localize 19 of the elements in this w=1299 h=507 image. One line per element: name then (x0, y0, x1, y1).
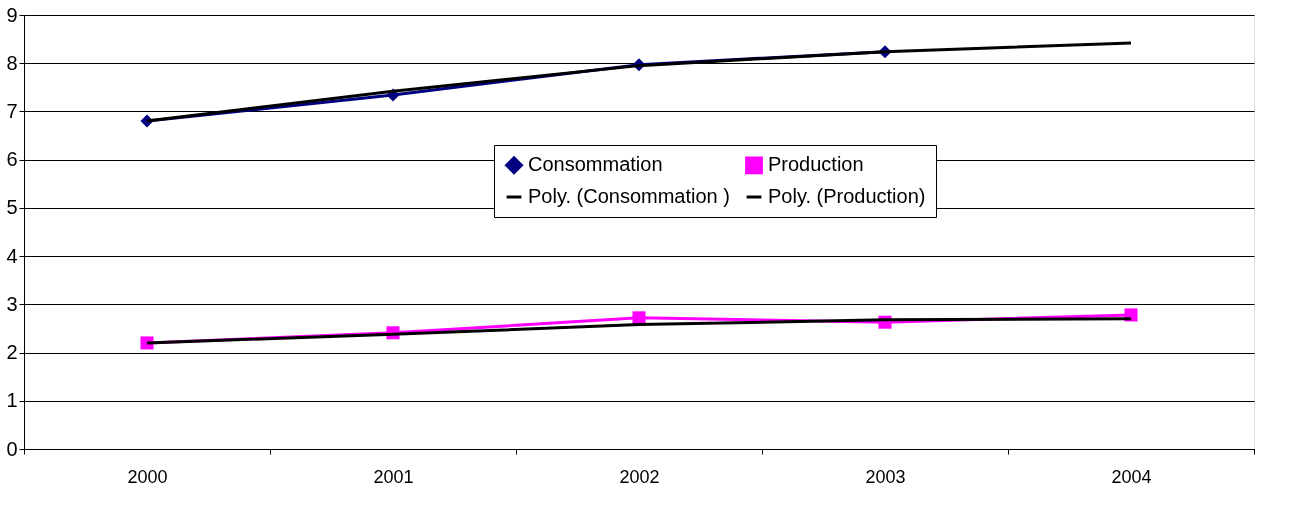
legend-label: Production (768, 153, 864, 176)
y-tick-label: 7 (6, 99, 18, 122)
y-tick-label: 3 (6, 292, 18, 315)
x-tick-label: 2002 (619, 466, 660, 487)
legend-label: Consommation (528, 153, 663, 176)
y-tick-label: 5 (6, 196, 18, 219)
legend-label: Poly. (Production) (768, 185, 926, 207)
y-tick-label: 4 (6, 244, 18, 267)
y-tick-label: 6 (6, 148, 18, 171)
y-tick-label: 9 (6, 3, 18, 26)
y-tick-label: 8 (6, 51, 18, 74)
legend-label: Poly. (Consommation ) (528, 185, 730, 207)
x-tick-label: 2000 (127, 466, 168, 487)
y-tick-label: 1 (6, 389, 18, 412)
x-tick-label: 2004 (1111, 466, 1152, 487)
x-tick-label: 2003 (865, 466, 906, 487)
y-tick-label: 2 (6, 341, 18, 364)
y-tick-label: 0 (6, 437, 18, 460)
x-tick-label: 2001 (373, 466, 414, 487)
